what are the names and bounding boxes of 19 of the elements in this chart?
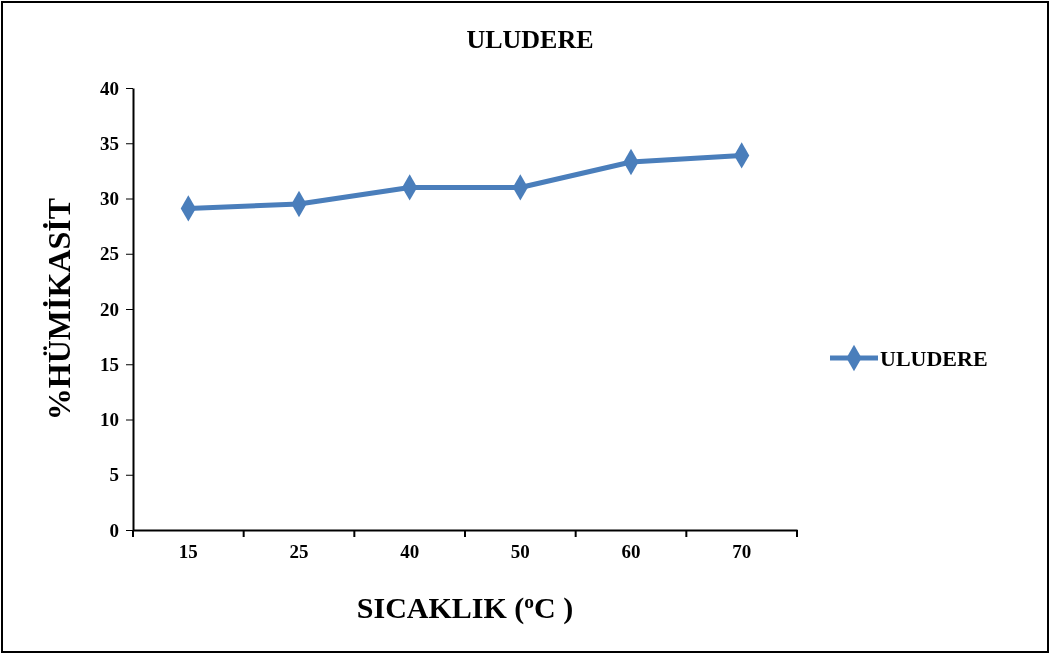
y-tick-label: 15 <box>100 353 119 375</box>
y-axis-title: %HÜMİKASİT <box>41 197 77 421</box>
x-tick-label: 50 <box>510 540 530 562</box>
legend-label: ULUDERE <box>880 346 988 371</box>
y-tick-label: 20 <box>100 298 119 320</box>
x-tick-label: 60 <box>621 540 641 562</box>
y-tick-label: 0 <box>109 519 119 541</box>
y-tick-label: 25 <box>100 243 119 265</box>
y-tick-label: 35 <box>100 132 119 154</box>
y-tick-label: 5 <box>109 464 119 486</box>
y-tick-label: 10 <box>100 409 119 431</box>
chart-title: ULUDERE <box>466 25 594 54</box>
x-tick-label: 25 <box>289 540 309 562</box>
x-axis-title: SICAKLIK ($^{o}$C ) <box>356 590 574 625</box>
y-tick-label: 40 <box>100 77 119 99</box>
x-tick-label: 40 <box>400 540 420 562</box>
y-tick-label: 30 <box>100 188 119 210</box>
x-tick-label: 15 <box>178 540 198 562</box>
x-tick-label: 70 <box>732 540 752 562</box>
